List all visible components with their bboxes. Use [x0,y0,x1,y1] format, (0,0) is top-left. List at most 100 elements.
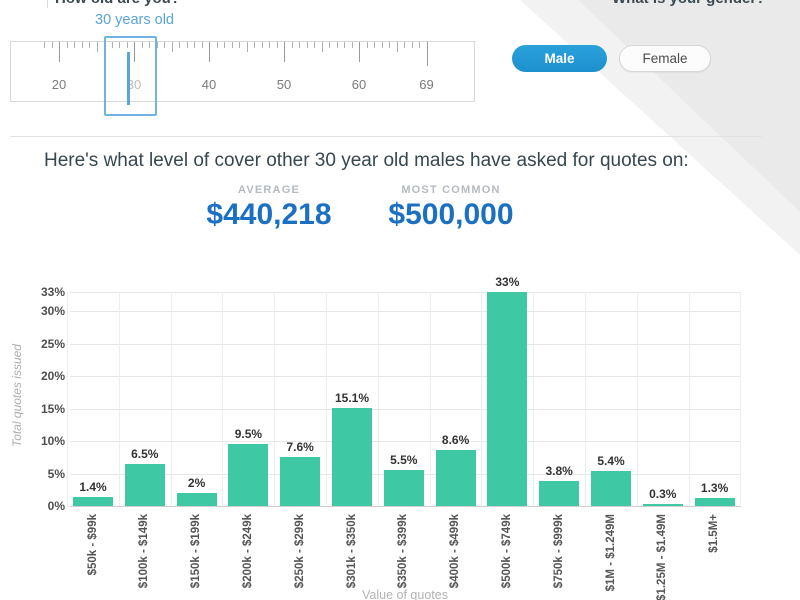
x-tick-label-text: $250k - $299k [293,514,306,589]
bar[interactable] [176,493,217,506]
ruler-tick [59,42,60,62]
age-slider-handle[interactable] [104,36,157,116]
age-slider-indicator-line [127,52,130,105]
ruler-tick [276,42,278,48]
grid-line-v [429,292,431,506]
ruler-tick [194,42,195,48]
grid-line-v [585,292,586,506]
grid-line-v [326,292,327,506]
ruler-tick [329,42,330,48]
bar[interactable] [332,408,372,506]
ruler-tick [186,42,188,48]
y-tick-label: 33% [40,285,65,299]
ruler-tick [179,42,180,48]
bar-value-label: 0.3% [649,487,677,501]
ruler-tick [366,42,368,48]
bar[interactable] [124,463,165,506]
bar[interactable] [383,470,424,506]
grid-line-h [70,376,741,378]
stat-most-common: MOST COMMON $500,000 [341,184,561,232]
bar[interactable] [435,450,476,506]
bar-value-label: 8.6% [441,433,470,448]
headline: Here's what level of cover other 30 year… [44,150,689,171]
y-tick-label: 20% [40,369,65,384]
gender-question-label: What is your gender? [612,0,765,7]
ruler-tick [141,42,143,48]
ruler-tick [344,42,345,48]
ruler-tick [51,42,53,48]
bar[interactable] [280,456,321,506]
grid-line-v [377,292,379,506]
x-tick-label-text: $500k - $749k [500,514,513,589]
ruler-tick [396,42,398,52]
ruler-tick [89,42,90,48]
bar-value-label: 1.4% [79,479,107,494]
ruler-tick [134,42,135,62]
male-button[interactable]: Male [512,45,607,72]
x-tick-label-text: $301k - $350k [345,514,358,589]
grid-line-v [170,292,172,506]
grid-line-v [688,292,690,506]
section-divider [10,136,762,137]
ruler-tick [149,42,150,48]
stat-most-common-value: $500,000 [388,198,514,231]
bar[interactable] [694,497,735,506]
stat-average: AVERAGE $440,218 [159,184,379,232]
ruler-tick-label: 30 [126,77,142,92]
grid-line-h [70,441,741,443]
grid-line-h [70,292,741,293]
ruler-tick [171,42,173,52]
ruler-tick [44,42,45,48]
age-question-label: How old are you? [55,0,180,7]
bar-value-label: 9.5% [234,427,263,442]
bar[interactable] [487,292,528,506]
ruler-tick [389,42,390,48]
ruler-tick [119,42,120,48]
ruler-tick [231,42,233,48]
ruler-tick [224,42,225,48]
ruler-tick-label: 40 [201,77,217,92]
ruler-tick [321,42,323,52]
bar[interactable] [73,496,113,506]
y-tick-label: 0% [47,499,65,513]
bar[interactable] [642,504,683,506]
bar-value-label: 7.6% [286,439,314,454]
bar-value-label: 6.5% [131,446,159,461]
stat-average-label: AVERAGE [238,184,300,196]
grid-line-h [70,311,741,313]
bar[interactable] [228,444,269,506]
x-tick-label-text: $1.25M - $1.49M [656,514,669,600]
grid-line-h [70,408,741,410]
y-tick-label: 10% [40,434,65,449]
grid-line-v [222,292,224,506]
ruler-tick [216,42,218,48]
x-tick-label-text: $750k - $999k [552,514,565,589]
ruler-tick [126,42,128,48]
ruler-tick-label: 60 [351,77,367,92]
ruler-tick [164,42,165,48]
bar[interactable] [539,481,580,506]
grid-line-v [118,292,120,506]
x-tick-label-text: $150k - $199k [190,514,203,589]
ruler-tick [239,42,240,48]
grid-line-v [636,292,638,506]
ruler-tick [66,42,68,48]
grid-line-h [70,343,741,345]
bar[interactable] [591,471,631,506]
x-tick-label-text: $350k - $399k [397,514,410,589]
ruler-tick [299,42,300,48]
x-tick-label-text: $400k - $499k [449,514,462,589]
age-ruler-slider[interactable]: 20 30 40 50 60 69 [10,41,475,102]
ruler-tick [351,42,353,48]
bar-value-label: 33% [495,275,520,289]
grid-line-v [740,292,742,506]
x-axis-title: Value of quotes [362,588,448,600]
female-button[interactable]: Female [619,45,711,72]
ruler-tick [246,42,248,52]
bar-value-label: 1.3% [700,480,729,495]
bar-value-label: 3.8% [545,464,573,479]
age-value-label: 30 years old [95,12,174,28]
ruler-tick-label: 50 [276,77,292,92]
grid-line-v [533,292,535,506]
y-tick-label: 15% [40,401,65,416]
